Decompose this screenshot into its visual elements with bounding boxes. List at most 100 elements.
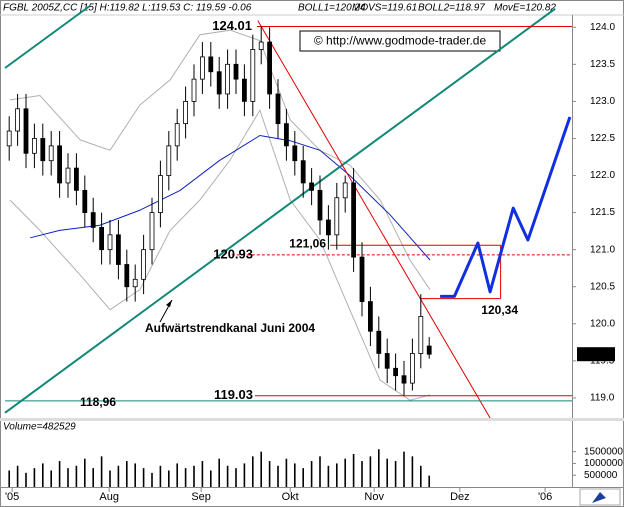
candle-body xyxy=(334,197,340,236)
volume-bar xyxy=(184,468,187,487)
candle-body xyxy=(275,93,281,125)
candle-body xyxy=(393,367,399,377)
y-tick-label: 120.5 xyxy=(590,281,615,292)
volume-bar xyxy=(319,456,321,487)
y-tick-label: 124.0 xyxy=(590,22,615,33)
candle-body xyxy=(23,108,29,154)
volume-bar xyxy=(151,472,153,487)
copyright: © http://www.godmode-trader.de xyxy=(314,34,487,48)
overlay-line xyxy=(9,29,431,290)
volume-bar xyxy=(193,465,195,487)
candle-body xyxy=(401,375,407,384)
candle-body xyxy=(292,145,298,162)
candle-body xyxy=(300,160,306,184)
y-tick-label: 119.0 xyxy=(590,393,615,404)
trend-line xyxy=(257,20,491,419)
volume-bar xyxy=(420,465,422,487)
candle-body xyxy=(233,63,239,80)
candle-body xyxy=(351,182,357,258)
volume-label: Volume=482529 xyxy=(3,422,76,433)
annotation-arrowhead xyxy=(166,300,172,307)
candle-body xyxy=(15,108,21,132)
header-text: MOVS=119.61 xyxy=(352,3,417,14)
volume-bar xyxy=(285,458,288,487)
copyright-box xyxy=(299,30,501,52)
volume-bar xyxy=(327,465,330,487)
candle-body xyxy=(309,182,315,191)
header-text: BOLL2=118.97 xyxy=(418,3,485,14)
x-tick-label: Sep xyxy=(191,491,211,503)
x-tick-label: '05 xyxy=(5,491,19,503)
volume-bar xyxy=(218,458,220,487)
volume-bar xyxy=(142,468,145,487)
candle-body xyxy=(40,138,46,162)
candle-body xyxy=(90,212,96,228)
candle-body xyxy=(283,123,289,147)
header-text: BOLL1=120.24 xyxy=(298,3,366,14)
volume-bar xyxy=(42,463,44,487)
volume-bar xyxy=(243,463,246,487)
volume-bar xyxy=(117,465,120,487)
candle-body xyxy=(166,145,172,176)
candle-body xyxy=(418,315,424,354)
candle-body xyxy=(325,219,331,236)
candle-body xyxy=(208,56,214,73)
volume-bar xyxy=(50,470,52,487)
volume-bar xyxy=(378,449,380,487)
panel-separator xyxy=(0,418,624,421)
volume-bar xyxy=(336,463,338,487)
volume-bar xyxy=(302,468,304,487)
volume-bar xyxy=(268,461,271,487)
volume-bar xyxy=(361,461,363,487)
x-tick-label: Aug xyxy=(99,491,119,503)
candle-body xyxy=(74,167,79,191)
candle-body xyxy=(376,330,382,354)
candle-body xyxy=(409,353,415,384)
candle-body xyxy=(250,49,256,102)
candle-body xyxy=(82,189,88,213)
x-tick-label: '06 xyxy=(538,491,552,503)
volume-bar xyxy=(352,454,355,487)
level-label: 120.93 xyxy=(213,246,253,261)
candle-body xyxy=(258,41,264,50)
y-tick-label: 121.5 xyxy=(590,207,615,218)
volume-bar xyxy=(310,461,313,487)
header-text: FGBL 2005Z,CC [15] H:119.82 L:119.53 C: … xyxy=(3,3,252,14)
volume-tick-label: 500000 xyxy=(584,470,618,481)
tool-icon xyxy=(592,492,606,503)
volume-tick-label: 1500000 xyxy=(584,446,623,457)
y-tick-label: 120.0 xyxy=(590,318,615,329)
candle-body xyxy=(367,301,373,332)
trend-line xyxy=(4,7,556,414)
volume-bar xyxy=(92,468,94,487)
y-tick-label: 122.0 xyxy=(590,170,615,181)
level-label: 119.03 xyxy=(214,387,253,402)
candle-body xyxy=(116,234,121,265)
candle-body xyxy=(57,145,62,184)
candle-body xyxy=(199,56,205,80)
candle-body xyxy=(216,71,222,95)
y-tick-label: 123.5 xyxy=(590,59,615,70)
header-text: MovE=120.82 xyxy=(494,3,556,14)
volume-bar xyxy=(403,451,405,487)
y-tick-label: 123.0 xyxy=(590,96,615,107)
candle-body xyxy=(183,100,189,125)
volume-bar xyxy=(428,475,430,487)
volume-bar xyxy=(294,463,296,487)
projection-line xyxy=(440,116,572,298)
level-label: 124.01 xyxy=(212,18,252,33)
volume-bar xyxy=(394,461,397,487)
x-tick-label: Dez xyxy=(450,491,470,503)
volume-tick-label: 1000000 xyxy=(584,458,623,469)
volume-bar xyxy=(126,461,128,487)
volume-bar xyxy=(58,461,61,487)
candle-body xyxy=(6,130,12,147)
candle-body xyxy=(149,212,155,251)
annotation: Aufwärtstrendkanal Juni 2004 xyxy=(145,321,315,335)
x-tick-label: Okt xyxy=(282,491,299,503)
volume-bar xyxy=(134,463,136,487)
candle-body xyxy=(317,189,323,221)
candle-body xyxy=(141,249,147,280)
